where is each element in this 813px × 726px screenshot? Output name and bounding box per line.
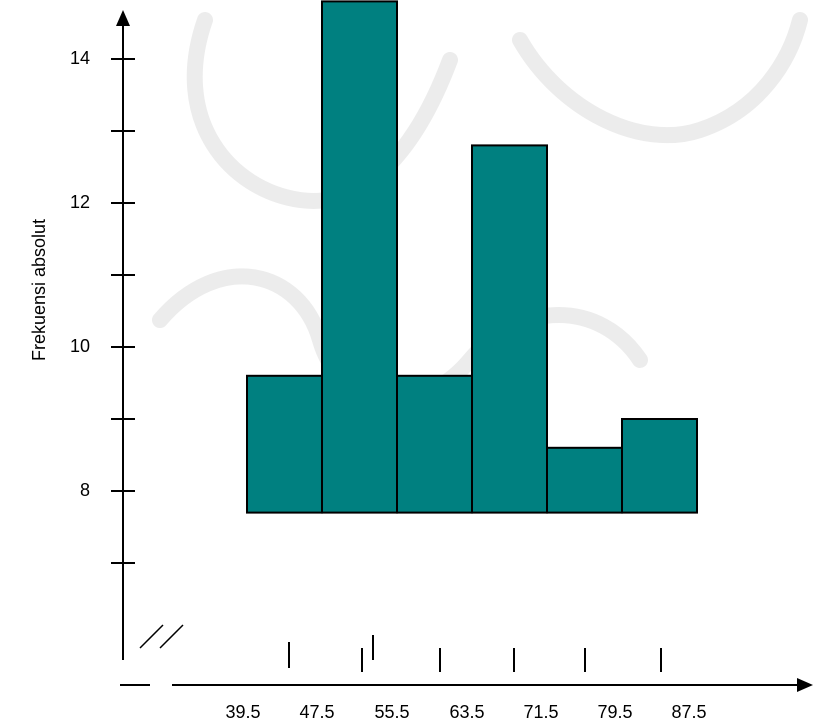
bar-79.5-87.5 (621, 418, 698, 514)
bar-55.5-63.5 (396, 374, 473, 514)
x-tick-label: 39.5 (225, 702, 260, 722)
x-tick-label: 63.5 (449, 702, 484, 722)
y-axis-title: Frekuensi absolut (29, 219, 49, 361)
y-tick-label: 14 (70, 48, 90, 68)
x-tick-label: 55.5 (374, 702, 409, 722)
bar-47.5-55.5 (321, 0, 398, 514)
bar-63.5-71.5 (471, 144, 548, 514)
axis-break-mark-1 (139, 624, 164, 649)
x-tick-label: 87.5 (671, 702, 706, 722)
bar-39.5-47.5 (246, 374, 323, 514)
axis-break-mark-2 (159, 624, 184, 649)
y-axis-arrow (116, 10, 130, 26)
x-axis-arrow (797, 678, 813, 692)
x-ticks-group: 39.5 47.5 55.5 63.5 71.5 79.5 87.5 (225, 635, 707, 722)
y-ticks-group: 8 10 12 14 (70, 48, 135, 564)
x-tick-label: 47.5 (299, 702, 334, 722)
bars-group (246, 0, 698, 514)
x-tick-label: 71.5 (523, 702, 558, 722)
x-tick-label: 79.5 (597, 702, 632, 722)
y-tick-label: 8 (80, 480, 90, 500)
y-tick-label: 10 (70, 336, 90, 356)
y-tick-label: 12 (70, 192, 90, 212)
bar-71.5-79.5 (546, 446, 623, 514)
